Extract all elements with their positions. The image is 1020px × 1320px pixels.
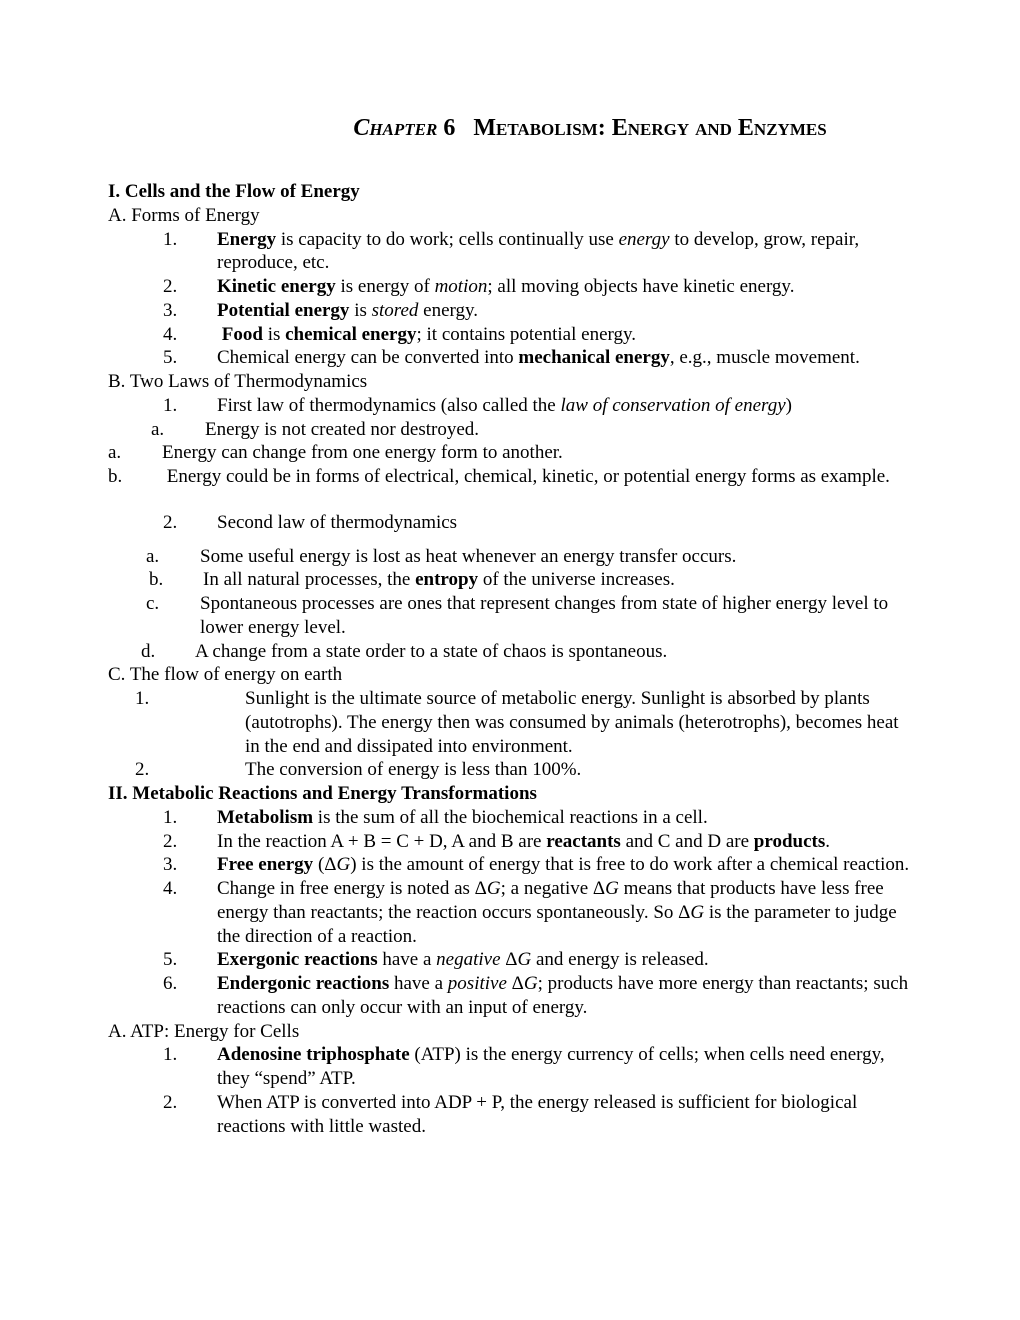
item-ii-5: 5.Exergonic reactions have a negative ΔG… <box>190 948 912 972</box>
item-i-b-a2: a.Energy can change from one energy form… <box>135 441 912 465</box>
item-i-b-2b: b.In all natural processes, the entropy … <box>176 568 912 592</box>
item-i-a-1: 1.Energy is capacity to do work; cells c… <box>190 228 912 276</box>
item-i-b-2a: a.Some useful energy is lost as heat whe… <box>173 545 912 569</box>
item-i-a-3: 3.Potential energy is stored energy. <box>190 299 912 323</box>
chapter-subtitle: Metabolism: Energy and Enzymes <box>473 115 826 141</box>
content-body: I. Cells and the Flow of Energy A. Forms… <box>108 180 912 1138</box>
item-ii-3: 3.Free energy (ΔG) is the amount of ener… <box>190 853 912 877</box>
section-i-c: C. The flow of energy on earth <box>108 663 912 687</box>
item-ii-2: 2.In the reaction A + B = C + D, A and B… <box>190 830 912 854</box>
item-ii-4: 4.Change in free energy is noted as ΔG; … <box>190 877 912 948</box>
chapter-title: Chapter 6 Metabolism: Energy and Enzymes <box>268 115 912 142</box>
section-ii-heading: II. Metabolic Reactions and Energy Trans… <box>108 782 912 806</box>
item-i-b-b2: b. Energy could be in forms of electrica… <box>135 465 912 489</box>
section-ii-a: A. ATP: Energy for Cells <box>108 1020 912 1044</box>
item-i-c-2: 2.The conversion of energy is less than … <box>190 758 912 782</box>
document-page: Chapter 6 Metabolism: Energy and Enzymes… <box>0 0 1020 1320</box>
item-i-b-2: 2.Second law of thermodynamics <box>190 511 912 535</box>
item-ii-a-2: 2.When ATP is converted into ADP + P, th… <box>190 1091 912 1139</box>
chapter-number: 6 <box>443 115 455 141</box>
item-i-a-2: 2.Kinetic energy is energy of motion; al… <box>190 275 912 299</box>
chapter-word: Chapter <box>353 115 437 141</box>
item-i-b-2d: d.A change from a state order to a state… <box>168 640 912 664</box>
item-i-a-5: 5.Chemical energy can be converted into … <box>190 346 912 370</box>
item-i-c-1: 1.Sunlight is the ultimate source of met… <box>190 687 912 758</box>
item-i-b-2c: c.Spontaneous processes are ones that re… <box>173 592 912 640</box>
item-i-a-4: 4. Food is chemical energy; it contains … <box>190 323 912 347</box>
section-i-b: B. Two Laws of Thermodynamics <box>108 370 912 394</box>
item-ii-6: 6.Endergonic reactions have a positive Δ… <box>190 972 912 1020</box>
item-ii-1: 1.Metabolism is the sum of all the bioch… <box>190 806 912 830</box>
item-ii-a-1: 1.Adenosine triphosphate (ATP) is the en… <box>190 1043 912 1091</box>
section-i-heading: I. Cells and the Flow of Energy <box>108 180 912 204</box>
item-i-b-1a: a.Energy is not created nor destroyed. <box>178 418 912 442</box>
section-i-a: A. Forms of Energy <box>108 204 912 228</box>
item-i-b-1: 1.First law of thermodynamics (also call… <box>190 394 912 418</box>
